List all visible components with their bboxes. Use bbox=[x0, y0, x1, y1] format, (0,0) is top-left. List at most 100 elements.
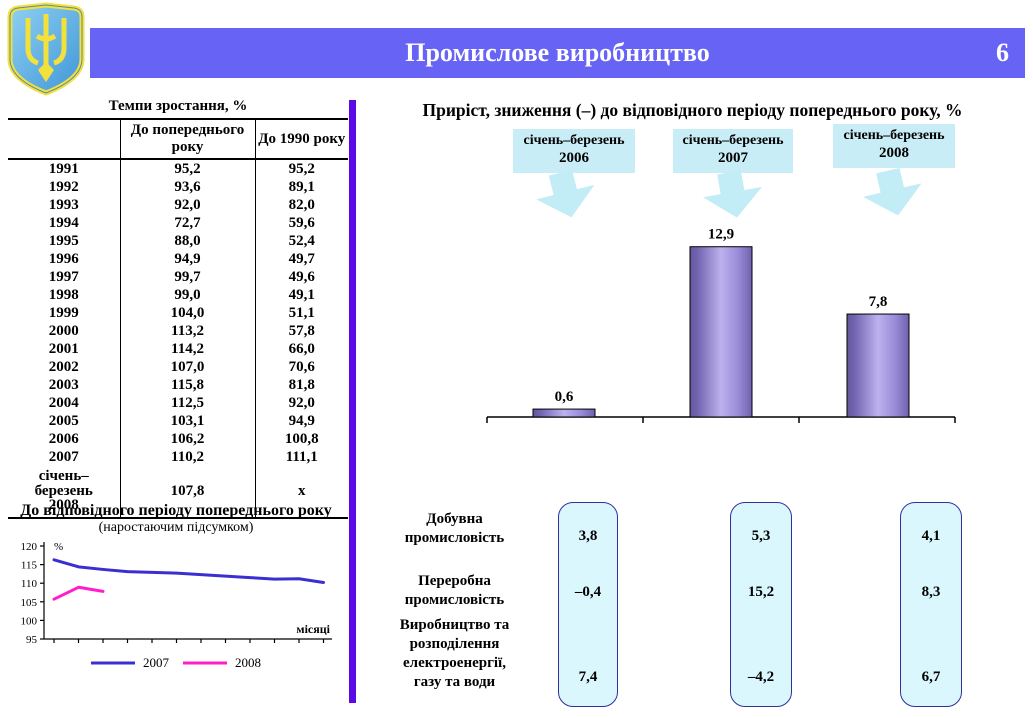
line-chart-axes bbox=[40, 542, 332, 643]
period-label: січень–березень bbox=[682, 133, 784, 148]
value-cell: 93,6 bbox=[119, 178, 255, 196]
header-cell-empty bbox=[8, 119, 120, 160]
table-row: 2003 115,8 81,8 bbox=[8, 376, 348, 394]
value-manufacturing: –0,4 bbox=[574, 584, 602, 600]
line-series-2008 bbox=[52, 585, 105, 601]
bar bbox=[689, 246, 753, 418]
table-row: 2006 106,2 100,8 bbox=[8, 430, 348, 448]
bar-value-label: 0,6 bbox=[555, 389, 574, 405]
line-chart-svg: % місяці 95 100 105 110 115 120 bbox=[21, 541, 332, 646]
value-manufacturing: 8,3 bbox=[921, 584, 941, 600]
period-label: січень–березень bbox=[843, 128, 945, 143]
year-cell: 1995 bbox=[48, 233, 79, 249]
line-chart-title: До відповідного періоду попереднього рок… bbox=[20, 502, 332, 519]
table-row: 1992 93,6 89,1 bbox=[8, 178, 348, 196]
table-row: 2002 107,0 70,6 bbox=[8, 358, 348, 376]
period-box-2007: січень–березень 2007 bbox=[673, 129, 793, 173]
legend-line-2007-icon bbox=[91, 661, 135, 665]
year-cell: 2000 bbox=[48, 323, 79, 339]
value-box-2006: 3,8 –0,4 7,4 bbox=[558, 502, 618, 707]
table-row: 1997 99,7 49,6 bbox=[8, 268, 348, 286]
value-cell: 57,8 bbox=[254, 322, 348, 340]
value-cell: 49,6 bbox=[254, 268, 348, 286]
value-cell: 110,2 bbox=[119, 448, 255, 466]
bar bbox=[532, 408, 596, 418]
bar-chart-svg: 0,6 12,9 7,8 bbox=[486, 227, 956, 423]
year-cell: 1998 bbox=[48, 287, 79, 303]
table-row: 1995 88,0 52,4 bbox=[8, 232, 348, 250]
value-cell: 89,1 bbox=[254, 178, 348, 196]
value-energy: 6,7 bbox=[921, 669, 941, 685]
value-cell: 112,5 bbox=[119, 394, 255, 412]
y-tick-label: 105 bbox=[21, 597, 38, 609]
table-row: 1999 104,0 51,1 bbox=[8, 304, 348, 322]
header-bar: Промислове виробництво 6 bbox=[90, 28, 1025, 78]
value-mining: 3,8 bbox=[578, 528, 598, 544]
year-cell: 1992 bbox=[48, 179, 79, 195]
y-tick-label: 115 bbox=[21, 560, 38, 572]
table-row: 2004 112,5 92,0 bbox=[8, 394, 348, 412]
page-title: Промислове виробництво bbox=[405, 38, 710, 67]
value-cell: 81,8 bbox=[254, 376, 348, 394]
value-cell: 103,1 bbox=[119, 412, 255, 430]
value-cell: 70,6 bbox=[254, 358, 348, 376]
value-cell: 94,9 bbox=[254, 412, 348, 430]
year-cell: 2007 bbox=[48, 449, 79, 465]
value-cell: 92,0 bbox=[254, 394, 348, 412]
value-cell: х bbox=[254, 466, 348, 518]
growth-table-block: Темпи зростання, % До попереднього року … bbox=[8, 98, 348, 519]
y-tick-label: 110 bbox=[21, 578, 38, 590]
line-chart-subtitle: (наростаючим підсумком) bbox=[98, 520, 254, 535]
x-axis-label: місяці bbox=[296, 622, 330, 636]
legend-item-2007: 2007 bbox=[91, 655, 169, 671]
header-cell-to-prev-year: До попереднього року bbox=[119, 119, 255, 160]
period-year: 2008 bbox=[879, 145, 909, 161]
value-cell: 92,0 bbox=[119, 196, 255, 214]
bar-value-label: 12,9 bbox=[708, 227, 734, 243]
value-cell: 107,0 bbox=[119, 358, 255, 376]
table-row: 2000 113,2 57,8 bbox=[8, 322, 348, 340]
value-box-2007: 5,3 15,2 –4,2 bbox=[730, 502, 792, 707]
right-section-title: Приріст, зниження (–) до відповідного пе… bbox=[422, 100, 963, 120]
period-box-2008: січень–березень 2008 bbox=[833, 124, 955, 168]
table-header-row: До попереднього року До 1990 року bbox=[8, 119, 348, 160]
value-energy: 7,4 bbox=[578, 669, 598, 685]
value-cell: 99,0 bbox=[119, 286, 255, 304]
legend-item-2008: 2008 bbox=[183, 655, 261, 671]
bar bbox=[846, 313, 910, 418]
table-row: 2001 114,2 66,0 bbox=[8, 340, 348, 358]
value-mining: 4,1 bbox=[921, 528, 941, 544]
value-cell: 114,2 bbox=[119, 340, 255, 358]
year-cell: 2003 bbox=[48, 377, 79, 393]
year-cell: 1994 bbox=[48, 215, 79, 231]
value-cell: 104,0 bbox=[119, 304, 255, 322]
year-cell: 2001 bbox=[48, 341, 79, 357]
value-cell: 106,2 bbox=[119, 430, 255, 448]
legend-label-2008: 2008 bbox=[235, 655, 261, 670]
sector-label-manufacturing: Переробна промисловість bbox=[404, 573, 505, 608]
period-year: 2007 bbox=[718, 150, 748, 166]
year-cell: 1999 bbox=[48, 305, 79, 321]
table-row: 2007 110,2 111,1 bbox=[8, 448, 348, 466]
vertical-divider bbox=[349, 100, 356, 703]
value-cell: 113,2 bbox=[119, 322, 255, 340]
line-chart-block: До відповідного періоду попереднього рок… bbox=[0, 502, 352, 671]
table-row: січень– березень 2008 107,8 х bbox=[8, 466, 348, 518]
value-cell: 99,7 bbox=[119, 268, 255, 286]
year-cell: 2004 bbox=[48, 395, 79, 411]
period-box-2006: січень–березень 2006 bbox=[513, 129, 635, 173]
year-cell: січень– березень 2008 bbox=[34, 468, 93, 513]
y-tick-label: 120 bbox=[21, 541, 38, 553]
coat-of-arms-ukraine-icon bbox=[7, 2, 85, 96]
value-cell: 88,0 bbox=[119, 232, 255, 250]
header-cell-to-1990: До 1990 року bbox=[254, 119, 348, 160]
table-row: 1998 99,0 49,1 bbox=[8, 286, 348, 304]
y-tick-label: 95 bbox=[26, 634, 38, 646]
table-row: 1993 92,0 82,0 bbox=[8, 196, 348, 214]
value-cell: 51,1 bbox=[254, 304, 348, 322]
value-cell: 52,4 bbox=[254, 232, 348, 250]
down-arrow-icon bbox=[702, 170, 763, 218]
y-tick-label: 100 bbox=[21, 615, 38, 627]
year-cell: 2002 bbox=[48, 359, 79, 375]
value-cell: 66,0 bbox=[254, 340, 348, 358]
